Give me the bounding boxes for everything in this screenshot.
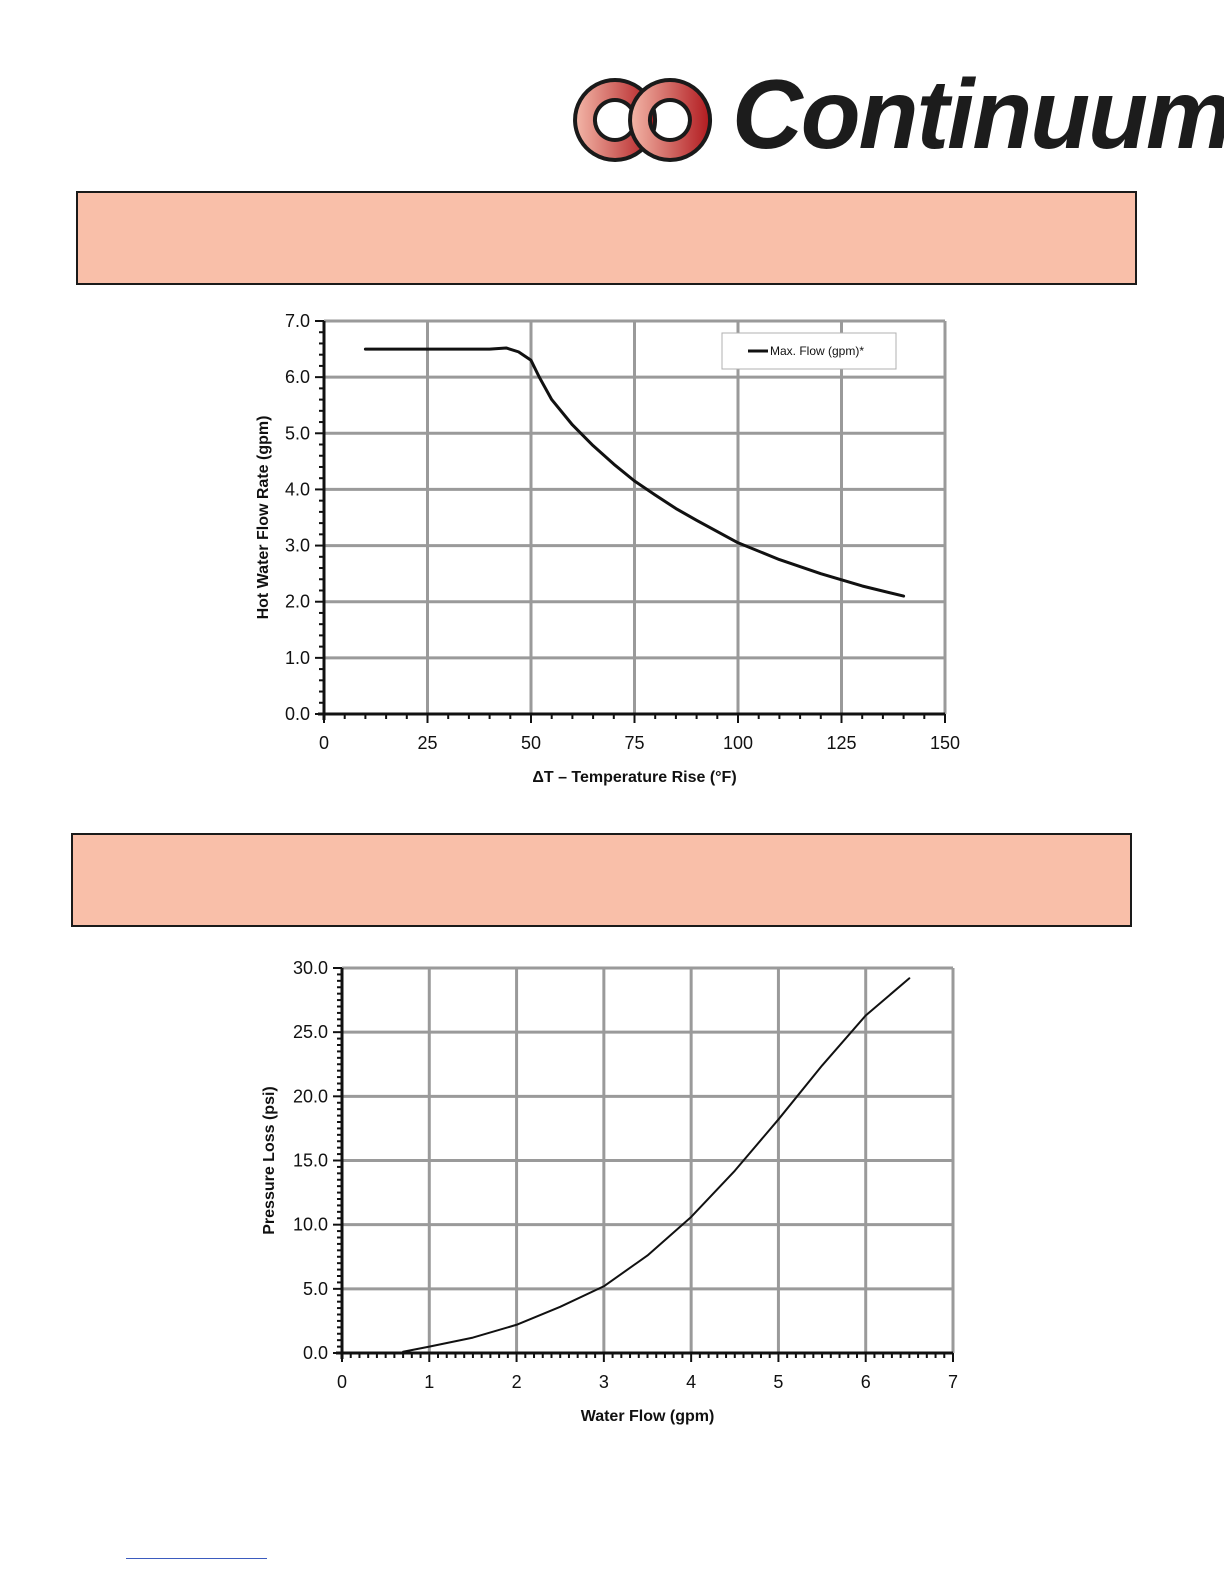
x-tick-label: 6 bbox=[861, 1372, 871, 1392]
y-tick-label: 10.0 bbox=[293, 1215, 328, 1235]
section-banner-2 bbox=[71, 833, 1132, 927]
y-tick-label: 5.0 bbox=[285, 423, 310, 443]
brand-logo-text: Continuum bbox=[732, 59, 1224, 169]
x-tick-label: 2 bbox=[512, 1372, 522, 1392]
x-tick-label: 0 bbox=[337, 1372, 347, 1392]
y-tick-label: 4.0 bbox=[285, 479, 310, 499]
infinity-rings-icon bbox=[573, 78, 713, 162]
y-tick-label: 3.0 bbox=[285, 536, 310, 556]
y-tick-label: 0.0 bbox=[285, 704, 310, 724]
x-tick-label: 75 bbox=[624, 733, 644, 753]
x-tick-label: 3 bbox=[599, 1372, 609, 1392]
section-banner-1 bbox=[76, 191, 1137, 285]
y-tick-label: 0.0 bbox=[303, 1343, 328, 1363]
pressure-loss-chart: 0 1 2 3 4 5 6 7 0.0 5.0 10.0 15.0 20.0 25.0 30.0 Water … bbox=[261, 958, 958, 1425]
y-tick-label: 5.0 bbox=[303, 1279, 328, 1299]
x-tick-label: 25 bbox=[417, 733, 437, 753]
brand-logo: Continuum bbox=[560, 62, 1224, 172]
y-tick-label: 25.0 bbox=[293, 1022, 328, 1042]
y-tick-label: 30.0 bbox=[293, 958, 328, 978]
x-tick-label: 100 bbox=[723, 733, 753, 753]
y-tick-label: 15.0 bbox=[293, 1151, 328, 1171]
y-axis-title: Pressure Loss (psi) bbox=[261, 1086, 278, 1235]
x-tick-label: 150 bbox=[930, 733, 960, 753]
y-tick-label: 1.0 bbox=[285, 648, 310, 668]
x-tick-label: 7 bbox=[948, 1372, 958, 1392]
y-tick-label: 6.0 bbox=[285, 367, 310, 387]
x-tick-label: 50 bbox=[521, 733, 541, 753]
x-tick-label: 1 bbox=[424, 1372, 434, 1392]
x-tick-label: 5 bbox=[773, 1372, 783, 1392]
y-axis-title: Hot Water Flow Rate (gpm) bbox=[255, 416, 272, 620]
flow-rate-chart: 0 25 50 75 100 125 150 0.0 1.0 2.0 3.0 4.0 5.0 6.0 7.0… bbox=[255, 311, 960, 786]
y-tick-label: 2.0 bbox=[285, 592, 310, 612]
x-tick-label: 125 bbox=[826, 733, 856, 753]
legend-label: Max. Flow (gpm)* bbox=[770, 344, 864, 358]
x-tick-label: 0 bbox=[319, 733, 329, 753]
x-axis-title: Water Flow (gpm) bbox=[581, 1408, 715, 1425]
footer-link-underline bbox=[126, 1558, 267, 1559]
x-axis-title: ΔT – Temperature Rise (°F) bbox=[532, 769, 736, 786]
legend: Max. Flow (gpm)* bbox=[721, 332, 897, 370]
x-tick-label: 4 bbox=[686, 1372, 696, 1392]
y-tick-label: 7.0 bbox=[285, 311, 310, 331]
y-tick-label: 20.0 bbox=[293, 1086, 328, 1106]
